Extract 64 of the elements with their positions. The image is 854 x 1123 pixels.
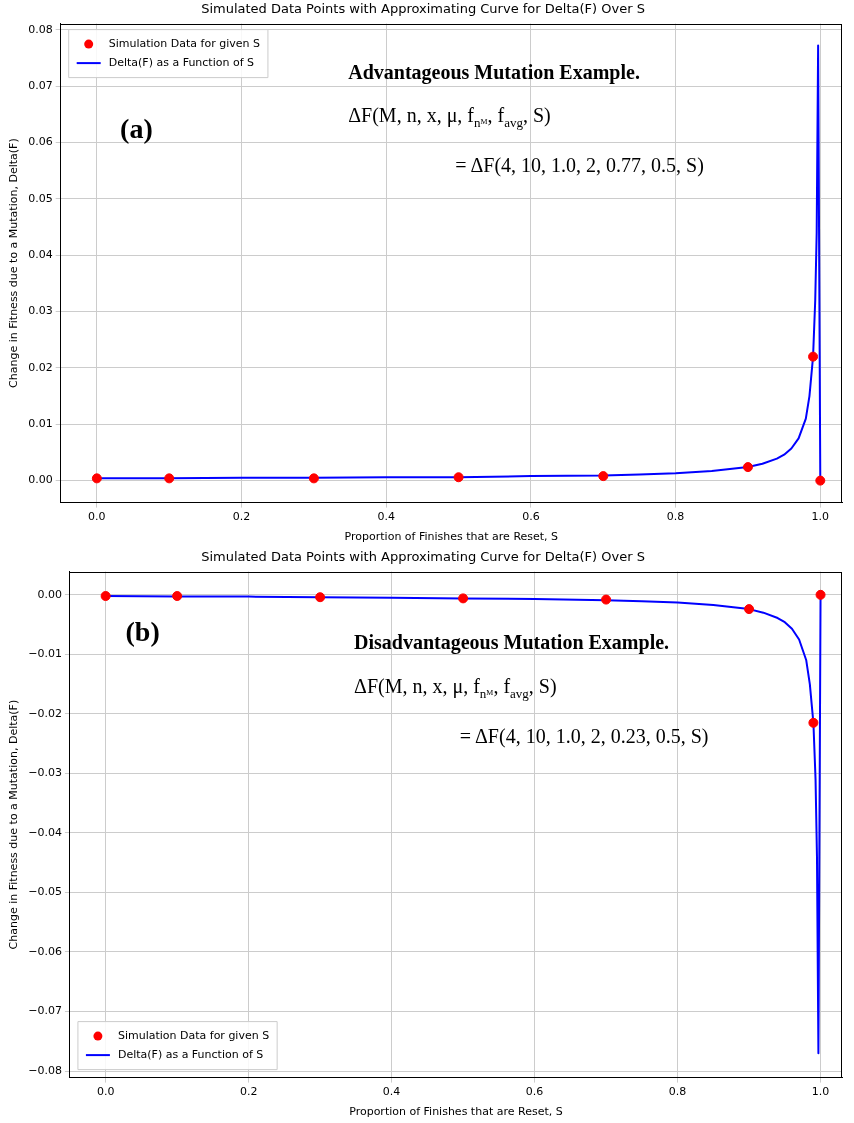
point bbox=[815, 589, 826, 600]
y-tick-label: −0.04 bbox=[28, 825, 62, 839]
y-tick-label: −0.06 bbox=[28, 944, 62, 958]
annotation: Advantageous Mutation Example. bbox=[348, 60, 640, 83]
legend-label: Delta(F) as a Function of S bbox=[117, 1047, 264, 1061]
annotation: = ΔF(4, 10, 1.0, 2, 0.23, 0.5, S) bbox=[459, 724, 709, 748]
legend-label: Delta(F) as a Function of S bbox=[108, 55, 255, 69]
legend-label: Simulation Data for given S bbox=[108, 36, 260, 50]
y-axis-title: Change in Fitness due to a Mutation, Delta(F) bbox=[7, 699, 21, 950]
point bbox=[100, 591, 111, 602]
point bbox=[808, 717, 819, 728]
y-axis-title: Change in Fitness due to a Mutation, Delta(F) bbox=[7, 138, 21, 388]
point bbox=[453, 472, 464, 483]
point bbox=[808, 351, 819, 362]
x-tick-label: 0.2 bbox=[232, 510, 251, 524]
y-tick-label: 0.04 bbox=[28, 248, 53, 262]
annotation: Disadvantageous Mutation Example. bbox=[354, 630, 670, 654]
y-tick-label: −0.03 bbox=[28, 766, 62, 780]
y-tick-label: 0.03 bbox=[28, 304, 53, 318]
annotation: = ΔF(4, 10, 1.0, 2, 0.77, 0.5, S) bbox=[455, 153, 704, 177]
x-tick-label: 0.8 bbox=[666, 510, 685, 524]
x-tick-label: 0.6 bbox=[522, 510, 540, 524]
chart-title: Simulated Data Points with Approximating Curve for Delta(F) Over S bbox=[201, 1, 645, 17]
chart-title: Simulated Data Points with Approximating Curve for Delta(F) Over S bbox=[201, 549, 645, 565]
x-tick-label: 1.0 bbox=[811, 510, 830, 524]
y-tick-label: 0.05 bbox=[28, 191, 53, 205]
point bbox=[458, 593, 469, 604]
y-tick-label: 0.00 bbox=[28, 473, 53, 487]
x-tick-label: 0.4 bbox=[377, 510, 395, 524]
point bbox=[744, 604, 755, 615]
y-tick-label: −0.05 bbox=[28, 885, 62, 899]
point bbox=[742, 462, 753, 473]
y-tick-label: −0.02 bbox=[28, 706, 62, 720]
annotation: ΔF(M, n, x, μ, f$_{nᴹ}$, f$_{avg}$, S) bbox=[354, 674, 557, 702]
x-tick-label: 0.0 bbox=[88, 510, 106, 524]
y-tick-label: −0.01 bbox=[28, 647, 62, 661]
legend-label: Simulation Data for given S bbox=[117, 1028, 270, 1042]
point bbox=[601, 594, 612, 605]
annotation: (b) bbox=[125, 616, 160, 649]
x-axis-title: Proportion of Finishes that are Reset, S bbox=[344, 530, 559, 544]
x-tick-label: 1.0 bbox=[811, 1085, 830, 1099]
y-tick-label: 0.00 bbox=[37, 587, 62, 601]
annotation: ΔF(M, n, x, μ, f$_{nᴹ}$, f$_{avg}$, S) bbox=[348, 103, 551, 131]
x-tick-label: 0.2 bbox=[239, 1085, 258, 1099]
y-tick-label: 0.08 bbox=[28, 22, 53, 36]
y-tick-label: 0.01 bbox=[28, 417, 53, 431]
point bbox=[315, 592, 326, 603]
x-axis-title: Proportion of Finishes that are Reset, S bbox=[349, 1105, 563, 1119]
y-tick-label: 0.02 bbox=[28, 360, 53, 374]
x-tick-label: 0.4 bbox=[382, 1085, 401, 1099]
annotation: (a) bbox=[120, 112, 153, 145]
point bbox=[172, 591, 183, 602]
y-tick-label: −0.08 bbox=[28, 1063, 62, 1077]
point bbox=[598, 471, 609, 482]
point bbox=[308, 473, 319, 484]
x-tick-label: 0.8 bbox=[668, 1085, 687, 1099]
x-tick-label: 0.6 bbox=[525, 1085, 544, 1099]
y-tick-label: 0.06 bbox=[28, 135, 53, 149]
point bbox=[815, 475, 826, 486]
x-tick-label: 0.0 bbox=[96, 1085, 115, 1099]
y-tick-label: −0.07 bbox=[28, 1004, 62, 1018]
y-tick-label: 0.07 bbox=[28, 79, 53, 93]
point bbox=[91, 473, 102, 484]
point bbox=[164, 473, 175, 484]
